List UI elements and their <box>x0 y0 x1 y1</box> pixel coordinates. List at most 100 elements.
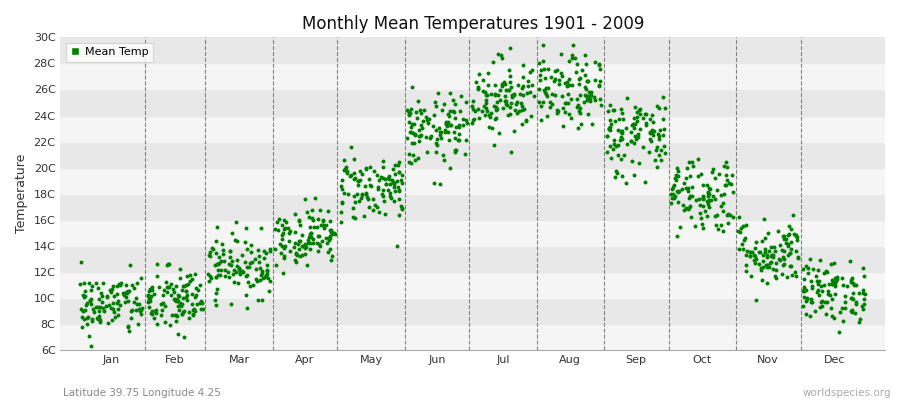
Point <box>532 86 546 92</box>
Point <box>726 188 741 195</box>
Point <box>769 267 783 274</box>
Point <box>164 281 178 288</box>
Point <box>724 212 738 218</box>
Point <box>525 67 539 74</box>
Point <box>382 180 397 187</box>
Point <box>302 246 317 253</box>
Point <box>608 174 622 181</box>
Point <box>604 121 618 127</box>
Point <box>268 226 283 232</box>
Point <box>857 272 871 279</box>
Point <box>570 61 584 68</box>
Point <box>208 262 222 268</box>
Point <box>347 215 362 221</box>
Point <box>796 288 811 294</box>
Point <box>123 262 138 268</box>
Point <box>565 55 580 62</box>
Point <box>418 107 432 113</box>
Point <box>347 170 362 176</box>
Point <box>658 105 672 111</box>
Point <box>550 110 564 116</box>
Point <box>813 257 827 263</box>
Point <box>312 207 327 214</box>
Point <box>250 297 265 304</box>
Point <box>603 143 617 149</box>
Point <box>765 252 779 258</box>
Point <box>253 265 267 272</box>
Point <box>677 206 691 213</box>
Point <box>195 306 210 312</box>
Point <box>670 189 685 195</box>
Point <box>671 188 686 194</box>
Point <box>168 312 183 318</box>
Point <box>618 179 633 186</box>
Point <box>683 173 698 180</box>
Point <box>84 301 98 308</box>
Point <box>316 222 330 228</box>
Point <box>789 232 804 238</box>
Point <box>688 223 702 230</box>
Bar <box>60 272 885 298</box>
Point <box>574 121 589 128</box>
Bar <box>60 64 885 90</box>
Point <box>278 243 293 250</box>
Point <box>778 240 793 246</box>
Point <box>90 285 104 291</box>
Bar <box>60 194 885 220</box>
Point <box>283 228 297 234</box>
Point <box>512 108 526 114</box>
Point <box>526 92 541 99</box>
Point <box>408 131 422 138</box>
Point <box>562 111 576 118</box>
Point <box>652 136 666 142</box>
Point <box>350 182 365 188</box>
Point <box>591 61 606 67</box>
Point <box>209 238 223 244</box>
Point <box>394 205 409 212</box>
Point <box>629 136 643 142</box>
Point <box>348 175 363 181</box>
Point <box>147 314 161 321</box>
Point <box>572 108 586 114</box>
Point <box>709 222 724 228</box>
Point <box>552 81 566 87</box>
Point <box>370 172 384 178</box>
Point <box>791 254 806 260</box>
Point <box>580 78 595 84</box>
Point <box>442 136 456 143</box>
Point <box>206 246 220 252</box>
Point <box>757 249 771 255</box>
Point <box>289 250 303 257</box>
Point <box>630 134 644 140</box>
Point <box>507 91 521 97</box>
Point <box>443 122 457 128</box>
Point <box>184 276 199 282</box>
Point <box>388 188 402 194</box>
Point <box>384 177 399 183</box>
Point <box>149 273 164 279</box>
Point <box>573 92 588 98</box>
Y-axis label: Temperature: Temperature <box>15 154 28 234</box>
Point <box>75 258 89 265</box>
Point <box>616 130 630 136</box>
Point <box>292 218 306 224</box>
Point <box>602 126 616 132</box>
Point <box>253 276 267 283</box>
Point <box>774 247 788 253</box>
Point <box>322 233 337 239</box>
Point <box>774 271 788 278</box>
Point <box>335 186 349 193</box>
Point <box>755 264 770 270</box>
Point <box>482 112 496 118</box>
Point <box>142 286 157 292</box>
Point <box>301 237 315 243</box>
Point <box>828 283 842 289</box>
Point <box>653 147 668 154</box>
Point <box>310 240 324 246</box>
Point <box>379 181 393 188</box>
Point <box>365 207 380 213</box>
Point <box>803 313 817 320</box>
Point <box>202 270 216 277</box>
Point <box>684 159 698 165</box>
Point <box>360 194 374 200</box>
